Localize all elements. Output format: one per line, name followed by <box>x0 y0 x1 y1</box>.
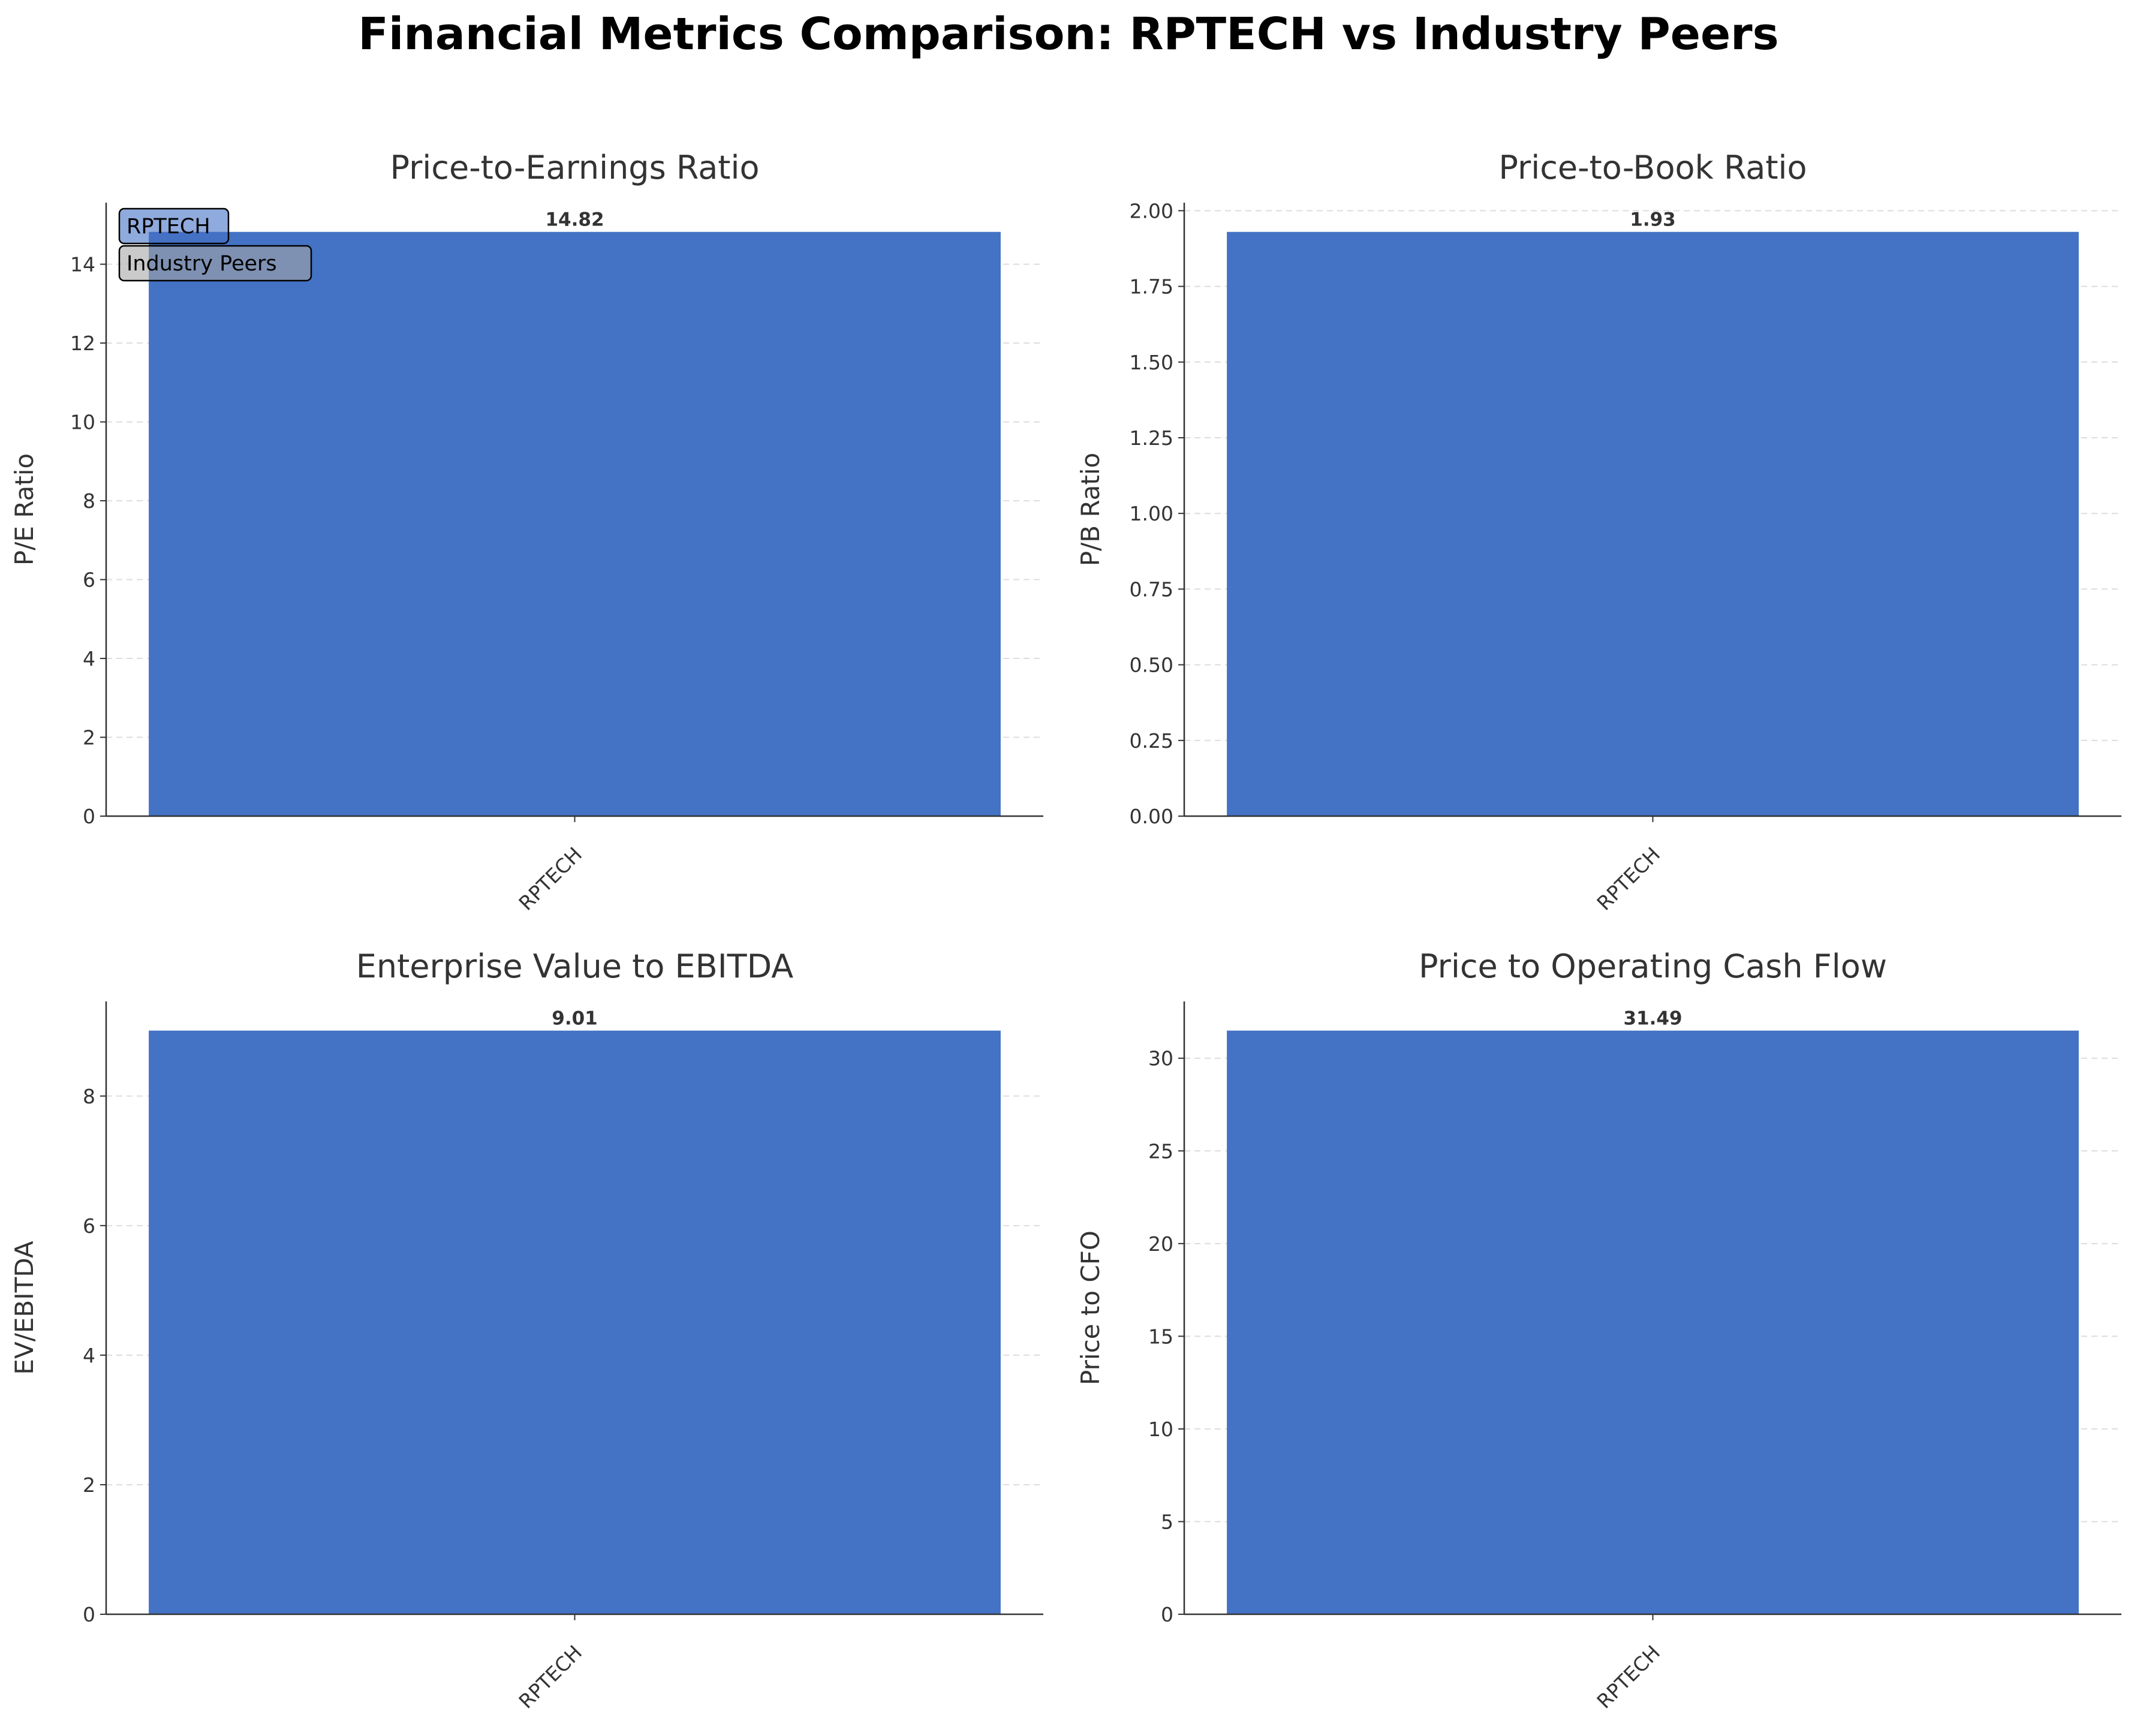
bar <box>1227 1030 2079 1614</box>
y-tick-label: 0.75 <box>1130 577 1173 601</box>
value-label: 1.93 <box>1630 209 1676 231</box>
y-tick-label: 20 <box>1148 1232 1173 1256</box>
y-tick-label: 10 <box>70 411 95 434</box>
y-tick-label: 0 <box>83 805 95 828</box>
y-tick-label: 0 <box>1161 1603 1173 1626</box>
y-tick-label: 4 <box>83 647 95 670</box>
figure-title: Financial Metrics Comparison: RPTECH vs … <box>358 8 1779 60</box>
y-tick-label: 1.75 <box>1130 275 1173 299</box>
y-tick-label: 25 <box>1148 1139 1173 1163</box>
y-tick-label: 5 <box>1161 1510 1173 1533</box>
subplot-title: Price to Operating Cash Flow <box>1419 947 1887 985</box>
legend-label: RPTECH <box>127 215 210 239</box>
subplot-title: Enterprise Value to EBITDA <box>356 947 793 985</box>
y-tick-label: 2.00 <box>1130 199 1173 222</box>
y-tick-label: 1.00 <box>1130 502 1173 525</box>
y-tick-label: 0.00 <box>1130 805 1173 828</box>
y-tick-label: 6 <box>83 1214 95 1238</box>
bar <box>1227 231 2079 816</box>
subplot-2: 1.93 RPTECH 0.00 0.25 0.50 0.75 1.00 1.25 1.50 1.… <box>1076 149 2121 915</box>
y-tick-label: 30 <box>1148 1047 1173 1070</box>
bar <box>149 231 1001 816</box>
y-tick-label: 6 <box>83 568 95 592</box>
subplot-4: 31.49 RPTECH 0 5 10 15 20 25 30 Price to Operatin… <box>1076 947 2121 1713</box>
y-tick-label: 8 <box>83 1085 95 1108</box>
legend-box <box>118 245 312 282</box>
y-tick-label: 12 <box>70 332 95 355</box>
x-tick-label: RPTECH <box>1592 1641 1665 1713</box>
y-tick-label: 2 <box>83 726 95 750</box>
y-tick-label: 0 <box>83 1603 95 1626</box>
y-tick-label: 0.50 <box>1130 654 1173 677</box>
subplot-title: Price-to-Book Ratio <box>1498 149 1807 186</box>
y-tick-label: 10 <box>1148 1418 1173 1441</box>
y-tick-label: 2 <box>83 1473 95 1497</box>
subplot-1: 14.82 RPTECH 0 2 4 6 8 10 12 14 Price-to-Earnings … <box>10 149 1043 915</box>
y-tick-label: 1.25 <box>1130 426 1173 450</box>
y-axis-label: EV/EBITDA <box>10 1241 39 1374</box>
y-tick-label: 1.50 <box>1130 351 1173 374</box>
legend: RPTECH Industry Peers <box>118 207 312 282</box>
legend-box <box>118 207 230 245</box>
y-tick-label: 0.25 <box>1130 729 1173 753</box>
subplot-title: Price-to-Earnings Ratio <box>390 149 759 186</box>
x-tick-label: RPTECH <box>1592 843 1665 915</box>
value-label: 31.49 <box>1623 1008 1682 1030</box>
y-tick-label: 4 <box>83 1344 95 1367</box>
value-label: 14.82 <box>545 209 604 231</box>
y-axis-label: P/B Ratio <box>1076 453 1105 566</box>
legend-label: Industry Peers <box>127 252 277 276</box>
y-axis-label: P/E Ratio <box>10 453 39 565</box>
x-tick-label: RPTECH <box>514 1641 586 1713</box>
x-tick-label: RPTECH <box>514 843 586 915</box>
y-axis-label: Price to CFO <box>1076 1230 1105 1385</box>
y-tick-label: 15 <box>1148 1325 1173 1348</box>
value-label: 9.01 <box>552 1008 598 1030</box>
subplot-3: 9.01 RPTECH 0 2 4 6 8 Enterprise Value to EBITD… <box>10 947 1043 1713</box>
y-tick-label: 8 <box>83 489 95 513</box>
y-tick-label: 14 <box>70 253 95 276</box>
bar <box>149 1030 1001 1614</box>
